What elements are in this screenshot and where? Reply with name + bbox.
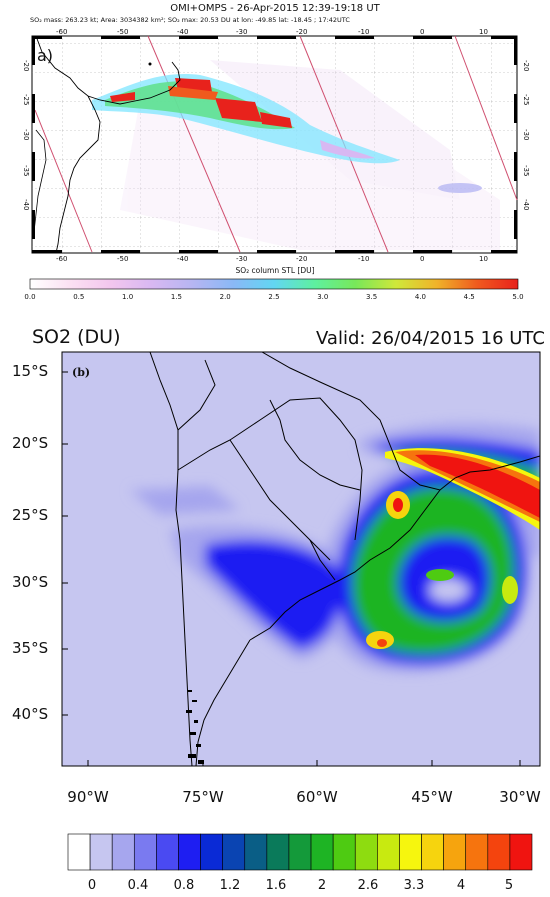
panel-b-colorbar-box	[509, 833, 533, 871]
panel-b-colorbar-box	[111, 833, 135, 871]
panel-b-colorbar-box	[399, 833, 422, 871]
panel-b-lat-label: 35°S	[12, 639, 49, 657]
panel-a-lon-tick-top: 10	[479, 28, 488, 36]
panel-b-colorbar-box	[443, 833, 467, 871]
panel-b-valid-time: Valid: 26/04/2015 16 UTC	[316, 328, 545, 349]
panel-b-colorbar-box	[178, 833, 201, 871]
panel-a-subtitle: SO₂ mass: 263.23 kt; Area: 3034382 km²; …	[30, 16, 350, 24]
panel-a-lon-tick-top: 0	[420, 28, 425, 36]
panel-b-colorbar-box	[354, 833, 378, 871]
panel-b-colorbar-box	[222, 833, 246, 871]
panel-a-colorbar-tick: 1.0	[122, 293, 134, 301]
panel-b-colorbar-box	[67, 833, 91, 871]
panel-b-lat-label: 30°S	[12, 573, 49, 591]
panel-b-colorbar-box	[377, 833, 400, 871]
panel-b-colorbar-box	[421, 833, 444, 871]
panel-b-colorbar	[67, 833, 533, 871]
panel-a-border-ticks	[32, 36, 517, 253]
panel-b-colorbar-tick: 1.2	[219, 878, 241, 893]
panel-b-colorbar-box	[266, 833, 290, 871]
panel-a-so2-plume	[92, 74, 482, 193]
panel-b-lat-label: 20°S	[12, 434, 49, 452]
panel-b-colorbar-tick: 0.4	[127, 878, 149, 893]
panel-b-colorbar-tick: 2.6	[357, 878, 379, 893]
panel-b-lon-label: 45°W	[411, 788, 453, 806]
panel-a-lon-tick-bottom: -50	[117, 255, 129, 263]
panel-b-colorbar-tick: 2	[317, 878, 327, 893]
panel-a-colorbar-tick: 5.0	[512, 293, 524, 301]
panel-a-lon-tick-top: -30	[236, 28, 248, 36]
panel-b-lat-label: 15°S	[12, 362, 49, 380]
panel-a-lon-tick-bottom: 10	[479, 255, 488, 263]
panel-b-lat-label: 40°S	[12, 705, 49, 723]
panel-b-lon-label: 75°W	[182, 788, 224, 806]
panel-a-coastline	[35, 35, 181, 254]
panel-b-coastlines	[149, 352, 540, 766]
panel-a-colorbar-tick: 4.0	[414, 293, 426, 301]
panel-b-colorbar-box	[465, 833, 489, 871]
panel-b-title: SO2 (DU)	[32, 326, 121, 348]
panel-a-colorbar-tick: 3.0	[317, 293, 329, 301]
panel-a-coastline-west	[33, 129, 47, 233]
panel-a-island	[148, 62, 152, 66]
panel-b-colorbar-box	[89, 833, 113, 871]
panel-a-title: OMI+OMPS - 26-Apr-2015 12:39-19:18 UT	[170, 3, 380, 14]
panel-a-lon-tick-top: -40	[177, 28, 189, 36]
panel-a-lon-tick-top: -60	[56, 28, 68, 36]
panel-a-colorbar-tick: 0.5	[73, 293, 85, 301]
panel-a-colorbar-tick: 2.5	[268, 293, 280, 301]
panel-b-colorbar-box	[288, 833, 312, 871]
panel-b-lat-label: 25°S	[12, 506, 49, 524]
panel-b-axis-ticks	[62, 371, 521, 766]
panel-b-lon-label: 30°W	[499, 788, 541, 806]
panel-b-so2-field	[130, 423, 540, 673]
panel-a-colorbar-label: SO₂ column STL [DU]	[235, 266, 315, 275]
panel-b-colorbar-tick: 0.8	[173, 878, 195, 893]
panel-a-colorbar-tick: 2.0	[219, 293, 231, 301]
panel-b-lon-label: 90°W	[67, 788, 109, 806]
panel-a-map	[29, 35, 519, 290]
panel-b-colorbar-box	[133, 833, 157, 871]
panel-b-frame	[61, 351, 541, 767]
panel-a-colorbar-tick: 3.5	[366, 293, 378, 301]
panel-b-colorbar-box	[200, 833, 223, 871]
panel-a-lon-tick-top: -20	[296, 28, 308, 36]
panel-b-colorbar-tick: 3.3	[403, 878, 425, 893]
panel-a-lon-tick-top: -10	[358, 28, 370, 36]
panel-a-lon-tick-top: -50	[117, 28, 129, 36]
panel-b-colorbar-tick: 5	[504, 878, 514, 893]
panel-a-swath-texture	[120, 60, 500, 250]
panel-b-chile-islands	[186, 690, 204, 764]
panel-b-letter: (b)	[72, 366, 91, 379]
panel-a-lon-tick-bottom: -30	[236, 255, 248, 263]
panel-b-colorbar-tick: 0	[87, 878, 97, 893]
panel-a-lon-tick-bottom: -10	[358, 255, 370, 263]
panel-a-letter: a)	[37, 46, 54, 65]
panel-a-colorbar-tick: 4.5	[463, 293, 475, 301]
panel-a-grid	[32, 36, 517, 253]
panel-a-colorbar-tick: 1.5	[170, 293, 182, 301]
panel-b-colorbar-box	[332, 833, 356, 871]
panel-a-lon-tick-bottom: -40	[177, 255, 189, 263]
panel-b-lon-label: 60°W	[296, 788, 338, 806]
panel-a-colorbar-tick: 0.0	[24, 293, 36, 301]
panel-a-lon-tick-bottom: -60	[56, 255, 68, 263]
panel-b-colorbar-box	[244, 833, 268, 871]
panel-a-lon-tick-bottom: 0	[420, 255, 425, 263]
panel-b-colorbar-box	[156, 833, 179, 871]
panel-a-lon-tick-bottom: -20	[296, 255, 308, 263]
panel-a-colorbar	[29, 278, 519, 290]
panel-b-colorbar-box	[487, 833, 511, 871]
panel-b-colorbar-tick: 1.6	[265, 878, 287, 893]
panel-b-colorbar-tick: 4	[456, 878, 466, 893]
panel-b-colorbar-box	[310, 833, 334, 871]
